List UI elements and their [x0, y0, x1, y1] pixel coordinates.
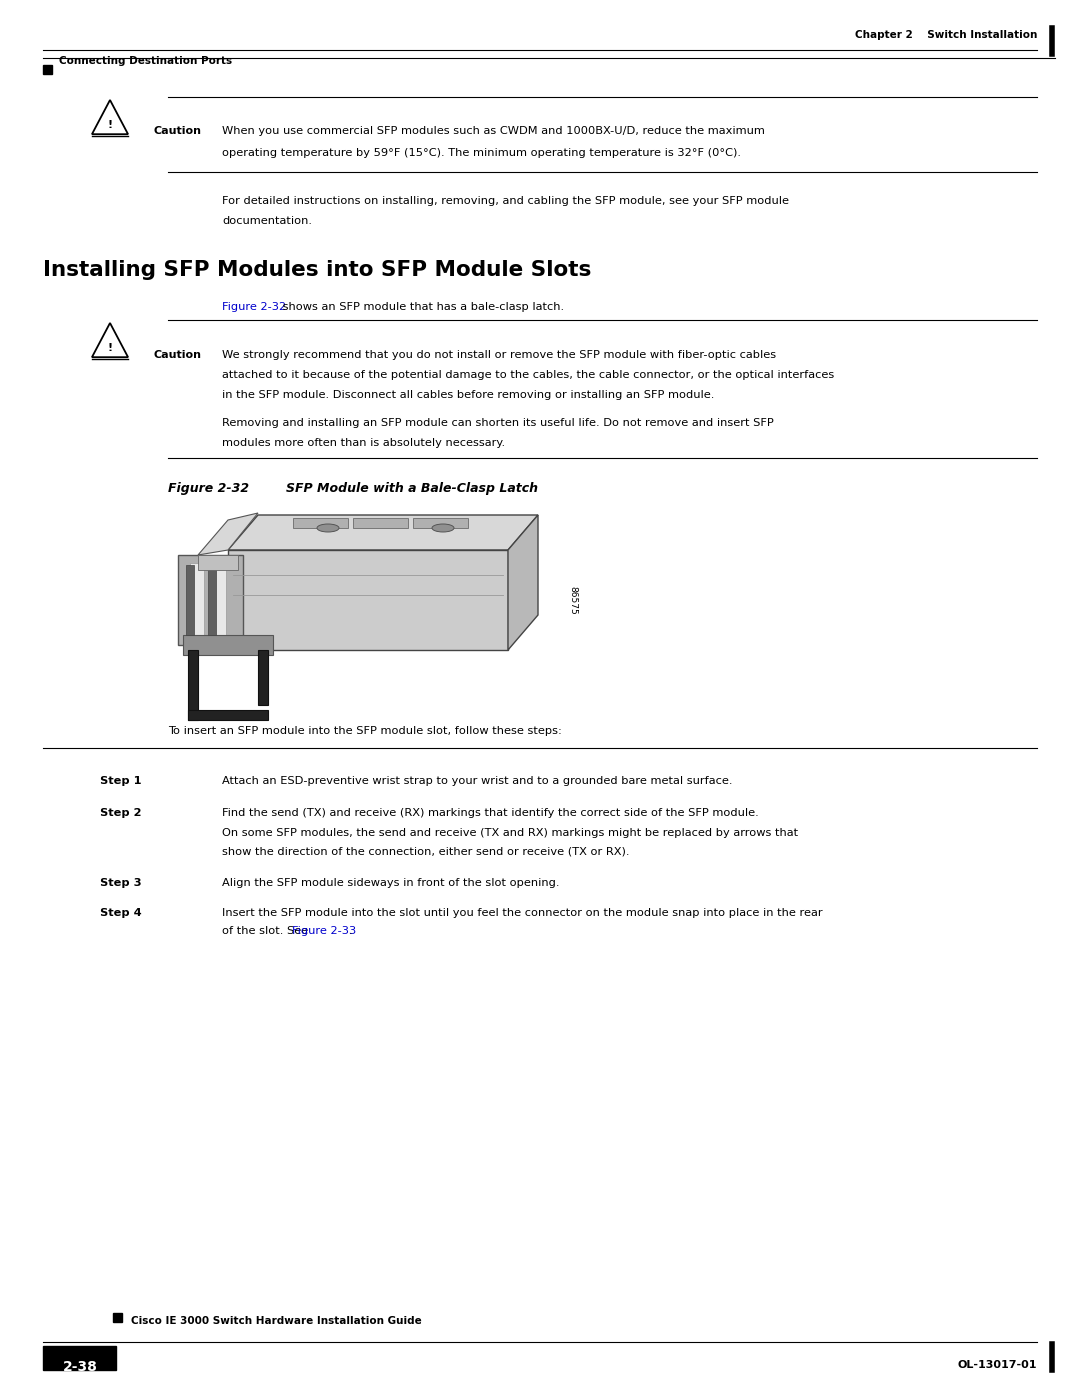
Text: Figure 2-33: Figure 2-33 — [292, 926, 356, 936]
Text: Cisco IE 3000 Switch Hardware Installation Guide: Cisco IE 3000 Switch Hardware Installati… — [131, 1316, 422, 1326]
Text: 2-38: 2-38 — [63, 1361, 97, 1375]
Polygon shape — [208, 564, 216, 636]
Text: For detailed instructions on installing, removing, and cabling the SFP module, s: For detailed instructions on installing,… — [222, 196, 789, 205]
Text: of the slot. See: of the slot. See — [222, 926, 312, 936]
Text: Step 3: Step 3 — [100, 877, 141, 888]
Text: Caution: Caution — [154, 351, 202, 360]
Text: !: ! — [107, 120, 112, 130]
Bar — [43, 66, 52, 74]
Text: Step 1: Step 1 — [100, 775, 141, 787]
Polygon shape — [212, 563, 226, 637]
Text: We strongly recommend that you do not install or remove the SFP module with fibe: We strongly recommend that you do not in… — [222, 351, 777, 360]
Text: in the SFP module. Disconnect all cables before removing or installing an SFP mo: in the SFP module. Disconnect all cables… — [222, 390, 714, 400]
Text: On some SFP modules, the send and receive (TX and RX) markings might be replaced: On some SFP modules, the send and receiv… — [222, 828, 798, 838]
Text: attached to it because of the potential damage to the cables, the cable connecto: attached to it because of the potential … — [222, 370, 834, 380]
Text: .: . — [349, 926, 353, 936]
Polygon shape — [178, 555, 243, 645]
Text: shows an SFP module that has a bale-clasp latch.: shows an SFP module that has a bale-clas… — [279, 302, 564, 312]
Text: operating temperature by 59°F (15°C). The minimum operating temperature is 32°F : operating temperature by 59°F (15°C). Th… — [222, 148, 741, 158]
Text: OL-13017-01: OL-13017-01 — [958, 1361, 1037, 1370]
Text: Align the SFP module sideways in front of the slot opening.: Align the SFP module sideways in front o… — [222, 877, 559, 888]
Text: Attach an ESD-preventive wrist strap to your wrist and to a grounded bare metal : Attach an ESD-preventive wrist strap to … — [222, 775, 732, 787]
Polygon shape — [198, 513, 258, 555]
Text: To insert an SFP module into the SFP module slot, follow these steps:: To insert an SFP module into the SFP mod… — [168, 726, 562, 736]
Polygon shape — [353, 518, 408, 528]
Ellipse shape — [432, 524, 454, 532]
Text: Figure 2-32: Figure 2-32 — [168, 482, 249, 495]
Text: Find the send (TX) and receive (RX) markings that identify the correct side of t: Find the send (TX) and receive (RX) mark… — [222, 807, 759, 819]
Text: Step 4: Step 4 — [100, 908, 141, 918]
Polygon shape — [188, 650, 198, 719]
Polygon shape — [188, 710, 268, 719]
Bar — [113, 1313, 122, 1322]
Text: Chapter 2    Switch Installation: Chapter 2 Switch Installation — [854, 29, 1037, 41]
Text: 86575: 86575 — [568, 585, 578, 615]
Polygon shape — [508, 515, 538, 650]
Text: When you use commercial SFP modules such as CWDM and 1000BX-U/D, reduce the maxi: When you use commercial SFP modules such… — [222, 126, 765, 136]
Polygon shape — [183, 636, 273, 655]
Bar — [43, 1345, 116, 1370]
Text: documentation.: documentation. — [222, 217, 312, 226]
Polygon shape — [186, 564, 194, 636]
Text: Removing and installing an SFP module can shorten its useful life. Do not remove: Removing and installing an SFP module ca… — [222, 418, 773, 427]
Text: Step 2: Step 2 — [100, 807, 141, 819]
Polygon shape — [228, 515, 538, 550]
Polygon shape — [190, 563, 204, 637]
Text: Insert the SFP module into the slot until you feel the connector on the module s: Insert the SFP module into the slot unti… — [222, 908, 823, 918]
Text: Installing SFP Modules into SFP Module Slots: Installing SFP Modules into SFP Module S… — [43, 260, 592, 279]
Polygon shape — [228, 550, 508, 650]
Polygon shape — [413, 518, 468, 528]
Text: SFP Module with a Bale-Clasp Latch: SFP Module with a Bale-Clasp Latch — [286, 482, 538, 495]
Polygon shape — [293, 518, 348, 528]
Text: !: ! — [107, 342, 112, 352]
Text: Figure 2-32: Figure 2-32 — [222, 302, 286, 312]
Polygon shape — [198, 555, 238, 570]
Text: Caution: Caution — [154, 126, 202, 136]
Text: show the direction of the connection, either send or receive (TX or RX).: show the direction of the connection, ei… — [222, 847, 630, 856]
Text: modules more often than is absolutely necessary.: modules more often than is absolutely ne… — [222, 439, 505, 448]
Text: Connecting Destination Ports: Connecting Destination Ports — [59, 56, 232, 66]
Polygon shape — [258, 650, 268, 705]
Ellipse shape — [318, 524, 339, 532]
